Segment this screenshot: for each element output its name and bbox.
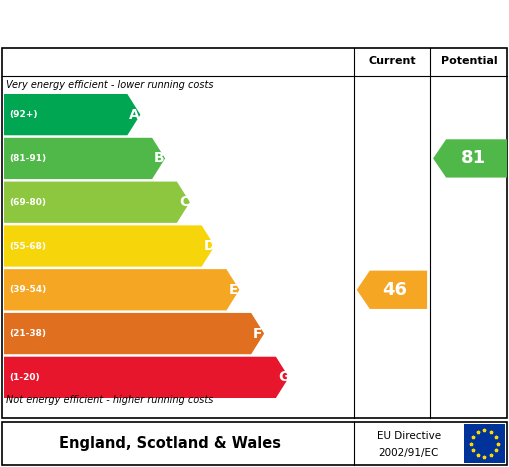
Text: C: C — [179, 195, 189, 209]
Text: D: D — [204, 239, 215, 253]
Text: (1-20): (1-20) — [9, 373, 40, 382]
Polygon shape — [4, 313, 264, 354]
Text: E: E — [229, 283, 238, 297]
Text: (81-91): (81-91) — [9, 154, 46, 163]
Text: F: F — [253, 326, 263, 340]
Polygon shape — [357, 271, 427, 309]
Text: A: A — [129, 107, 140, 121]
Text: Current: Current — [368, 56, 416, 66]
Text: Very energy efficient - lower running costs: Very energy efficient - lower running co… — [6, 80, 213, 90]
Text: 2002/91/EC: 2002/91/EC — [379, 448, 439, 458]
Text: 81: 81 — [461, 149, 486, 168]
Bar — [464, 424, 505, 463]
Text: 46: 46 — [382, 281, 407, 299]
Text: Energy Efficiency Rating: Energy Efficiency Rating — [20, 13, 308, 33]
Polygon shape — [433, 139, 507, 177]
Text: (39-54): (39-54) — [9, 285, 46, 294]
Polygon shape — [4, 94, 140, 135]
Text: (21-38): (21-38) — [9, 329, 46, 338]
Text: Potential: Potential — [441, 56, 498, 66]
Text: England, Scotland & Wales: England, Scotland & Wales — [59, 436, 281, 451]
Polygon shape — [4, 182, 190, 223]
Polygon shape — [4, 138, 165, 179]
Text: (55-68): (55-68) — [9, 241, 46, 250]
Text: B: B — [154, 151, 165, 165]
Text: EU Directive: EU Directive — [377, 432, 441, 441]
Text: (69-80): (69-80) — [9, 198, 46, 207]
Polygon shape — [4, 269, 239, 311]
Text: Not energy efficient - higher running costs: Not energy efficient - higher running co… — [6, 395, 213, 405]
Text: G: G — [278, 370, 289, 384]
Polygon shape — [4, 357, 289, 398]
Polygon shape — [4, 226, 215, 267]
Text: (92+): (92+) — [9, 110, 38, 119]
